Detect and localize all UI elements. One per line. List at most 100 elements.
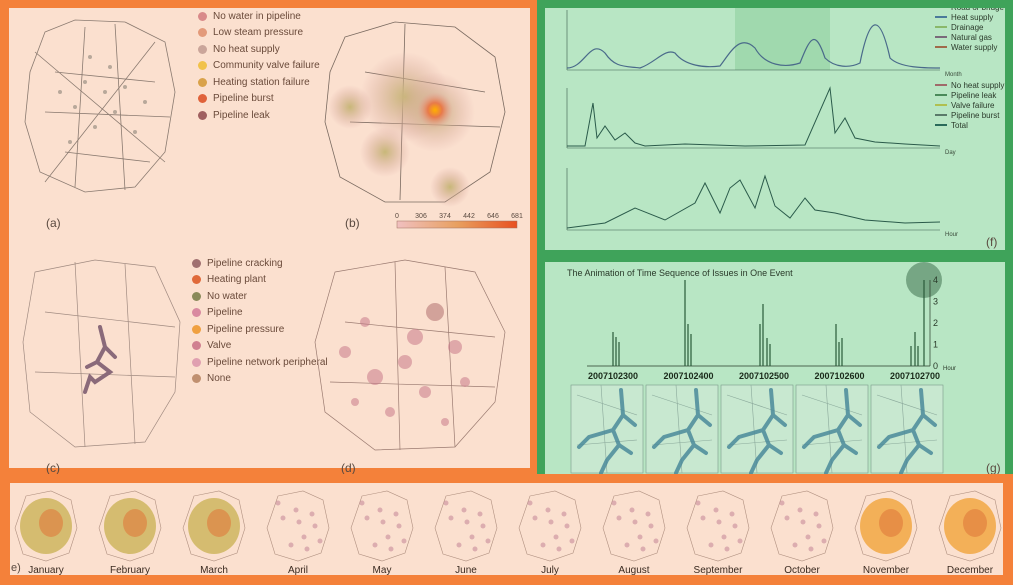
- legend-label: No heat supply: [213, 43, 280, 55]
- y-tick-label: 3: [933, 297, 938, 307]
- incident-legend-item: No water in pipeline: [198, 8, 320, 25]
- monthly-map: [854, 490, 918, 562]
- legend-label: Pipeline: [207, 307, 243, 319]
- colorbar-tick-label: 0: [395, 213, 399, 220]
- legend-label: Valve: [207, 340, 232, 352]
- event-snapshot-map: [645, 384, 719, 474]
- colorbar-tick-label: 374: [439, 213, 451, 220]
- y-tick-label: 0: [933, 361, 938, 371]
- month-label: March: [200, 565, 228, 576]
- map-a: [24, 19, 176, 193]
- monthly-map: [182, 490, 246, 562]
- equipment-legend-item: None: [192, 371, 328, 388]
- heatmap-b: [324, 21, 506, 207]
- legend-swatch: [192, 374, 201, 384]
- monthly-map: [602, 490, 666, 562]
- equipment-legend-item: Pipeline network peripheral: [192, 354, 328, 371]
- timeseries-chart-f: Month Day Hour Road or bridgeHeat supplyDr…: [566, 8, 1004, 238]
- monthly-map: [266, 490, 330, 562]
- legend-label: Heating plant: [207, 274, 266, 286]
- axis-label: Month: [945, 72, 962, 78]
- month-label: September: [693, 565, 743, 576]
- legend-swatch: [198, 11, 207, 21]
- legend-label: Pipeline burst: [213, 93, 274, 105]
- y-tick-label: 1: [933, 340, 938, 350]
- month-label: February: [109, 565, 150, 576]
- heatmap-colorbar: 0 306 374 442 646 681: [395, 213, 523, 229]
- map-c: [22, 259, 181, 448]
- colorbar-tick-label: 681: [511, 213, 523, 220]
- incident-type-legend: No water in pipeline Low steam pressure No…: [198, 8, 320, 124]
- equipment-legend-item: Pipeline: [192, 305, 328, 322]
- monthly-map: [770, 490, 834, 562]
- x-tick-label: 2007102400: [663, 371, 713, 381]
- legend-swatch: [198, 94, 207, 104]
- month-label: December: [946, 565, 994, 576]
- monthly-map: [938, 490, 1002, 562]
- event-animation-chart-g: The Animation of Time Sequence of Issues…: [567, 262, 956, 474]
- month-label: July: [541, 565, 559, 576]
- equipment-legend-item: Pipeline pressure: [192, 321, 328, 338]
- month-label: May: [372, 565, 392, 576]
- monthly-maps-background: [10, 483, 1003, 575]
- monthly-map: [434, 490, 498, 562]
- monthly-map: [686, 490, 750, 562]
- legend-label: Pipeline burst: [951, 111, 1000, 120]
- legend-label: Water supply: [951, 43, 997, 52]
- panel-label-e: e): [11, 562, 21, 574]
- monthly-map: [98, 490, 162, 562]
- monthly-map: [350, 490, 414, 562]
- equipment-legend-item: Heating plant: [192, 272, 328, 289]
- legend-label: Natural gas: [951, 33, 992, 42]
- monthly-map: [518, 490, 582, 562]
- legend-swatch: [192, 357, 201, 367]
- legend-label: Pipeline leak: [213, 109, 270, 121]
- incident-legend-item: Community valve failure: [198, 58, 320, 75]
- x-tick-label: 2007102300: [588, 371, 638, 381]
- chart-g-xlabel: Hour: [943, 366, 956, 372]
- incident-legend-item: Pipeline burst: [198, 91, 320, 108]
- x-tick-label: 2007102600: [814, 371, 864, 381]
- incident-legend-item: No heat supply: [198, 41, 320, 58]
- legend-label: Total: [951, 121, 968, 130]
- legend-swatch: [192, 308, 201, 318]
- month-label: October: [784, 565, 820, 576]
- legend-label: No water: [207, 290, 248, 302]
- y-tick-label: 4: [933, 275, 938, 285]
- legend-swatch: [192, 341, 201, 351]
- legend-swatch: [198, 110, 207, 120]
- month-label: April: [287, 565, 308, 576]
- colorbar-tick-label: 646: [487, 213, 499, 220]
- panel-label-c: (c): [46, 461, 60, 475]
- incident-legend-item: Low steam pressure: [198, 25, 320, 42]
- legend-label: Pipeline pressure: [207, 323, 285, 335]
- legend-label: Pipeline network peripheral: [207, 356, 328, 368]
- event-snapshot-map: [870, 384, 944, 474]
- month-label: June: [455, 565, 477, 576]
- equipment-legend-item: No water: [192, 288, 328, 305]
- event-snapshot-map: [795, 384, 869, 474]
- legend-label: Community valve failure: [213, 60, 320, 72]
- x-tick-label: 2007102700: [890, 371, 940, 381]
- monthly-maps-frame: January February March April May June July Augu…: [0, 474, 1013, 585]
- panel-label-d: (d): [341, 461, 356, 475]
- month-label: January: [28, 565, 64, 576]
- legend-swatch: [198, 77, 207, 87]
- legend-swatch: [192, 291, 201, 301]
- chart-g-title: The Animation of Time Sequence of Issues…: [567, 268, 793, 278]
- panel-label-f: (f): [986, 235, 998, 249]
- monthly-map: [14, 490, 78, 562]
- month-label: November: [862, 565, 910, 576]
- incident-legend-item: Pipeline leak: [198, 107, 320, 124]
- legend-label: Valve failure: [951, 101, 995, 110]
- panel-label-g: (g): [986, 461, 1001, 475]
- legend-label: Pipeline cracking: [207, 257, 283, 269]
- legend-swatch: [198, 61, 207, 71]
- legend-label: Drainage: [951, 23, 984, 32]
- legend-swatch: [192, 275, 201, 285]
- legend-swatch: [192, 324, 201, 334]
- panel-label-a: (a): [46, 216, 61, 230]
- event-snapshot-map: [720, 384, 794, 474]
- legend-label: No water in pipeline: [213, 10, 301, 22]
- month-label: August: [618, 565, 650, 576]
